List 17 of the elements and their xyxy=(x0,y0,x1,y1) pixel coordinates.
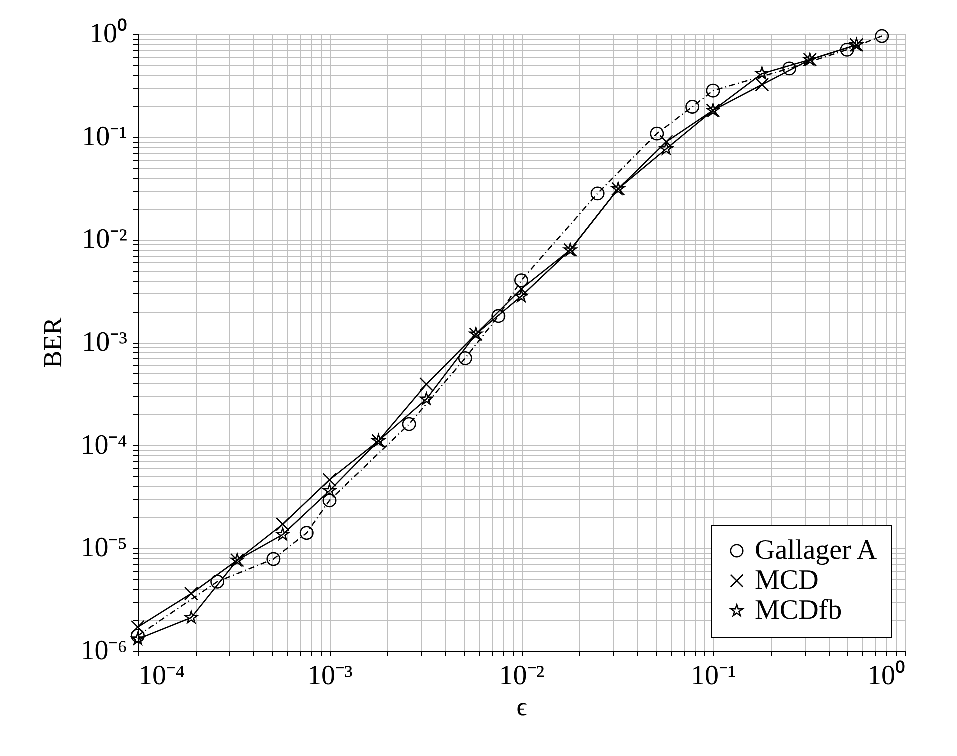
x-axis-title: ϵ xyxy=(516,692,528,722)
y-tick-label: 10⁻³ xyxy=(82,327,128,358)
x-tick-label: 10⁻³ xyxy=(308,660,353,692)
x-tick-label: 10⁻² xyxy=(499,660,545,692)
legend-label: Gallager A xyxy=(755,535,878,566)
x-tick-label: 10⁻¹ xyxy=(691,660,736,692)
x-tick-label: 10⁻⁴ xyxy=(138,660,186,692)
y-tick-label: 10⁻⁵ xyxy=(80,532,128,564)
x-tick-label: 10⁰ xyxy=(868,660,906,692)
y-axis-title: BER xyxy=(38,317,68,368)
y-tick-label: 10⁰ xyxy=(90,18,128,50)
legend-label: MCDfb xyxy=(755,595,842,626)
y-tick-label: 10⁻² xyxy=(82,224,128,256)
y-tick-label: 10⁻⁴ xyxy=(80,430,128,461)
y-tick-label: 10⁻⁶ xyxy=(80,636,128,666)
legend-label: MCD xyxy=(755,565,819,596)
y-tick-label: 10⁻¹ xyxy=(82,121,128,152)
